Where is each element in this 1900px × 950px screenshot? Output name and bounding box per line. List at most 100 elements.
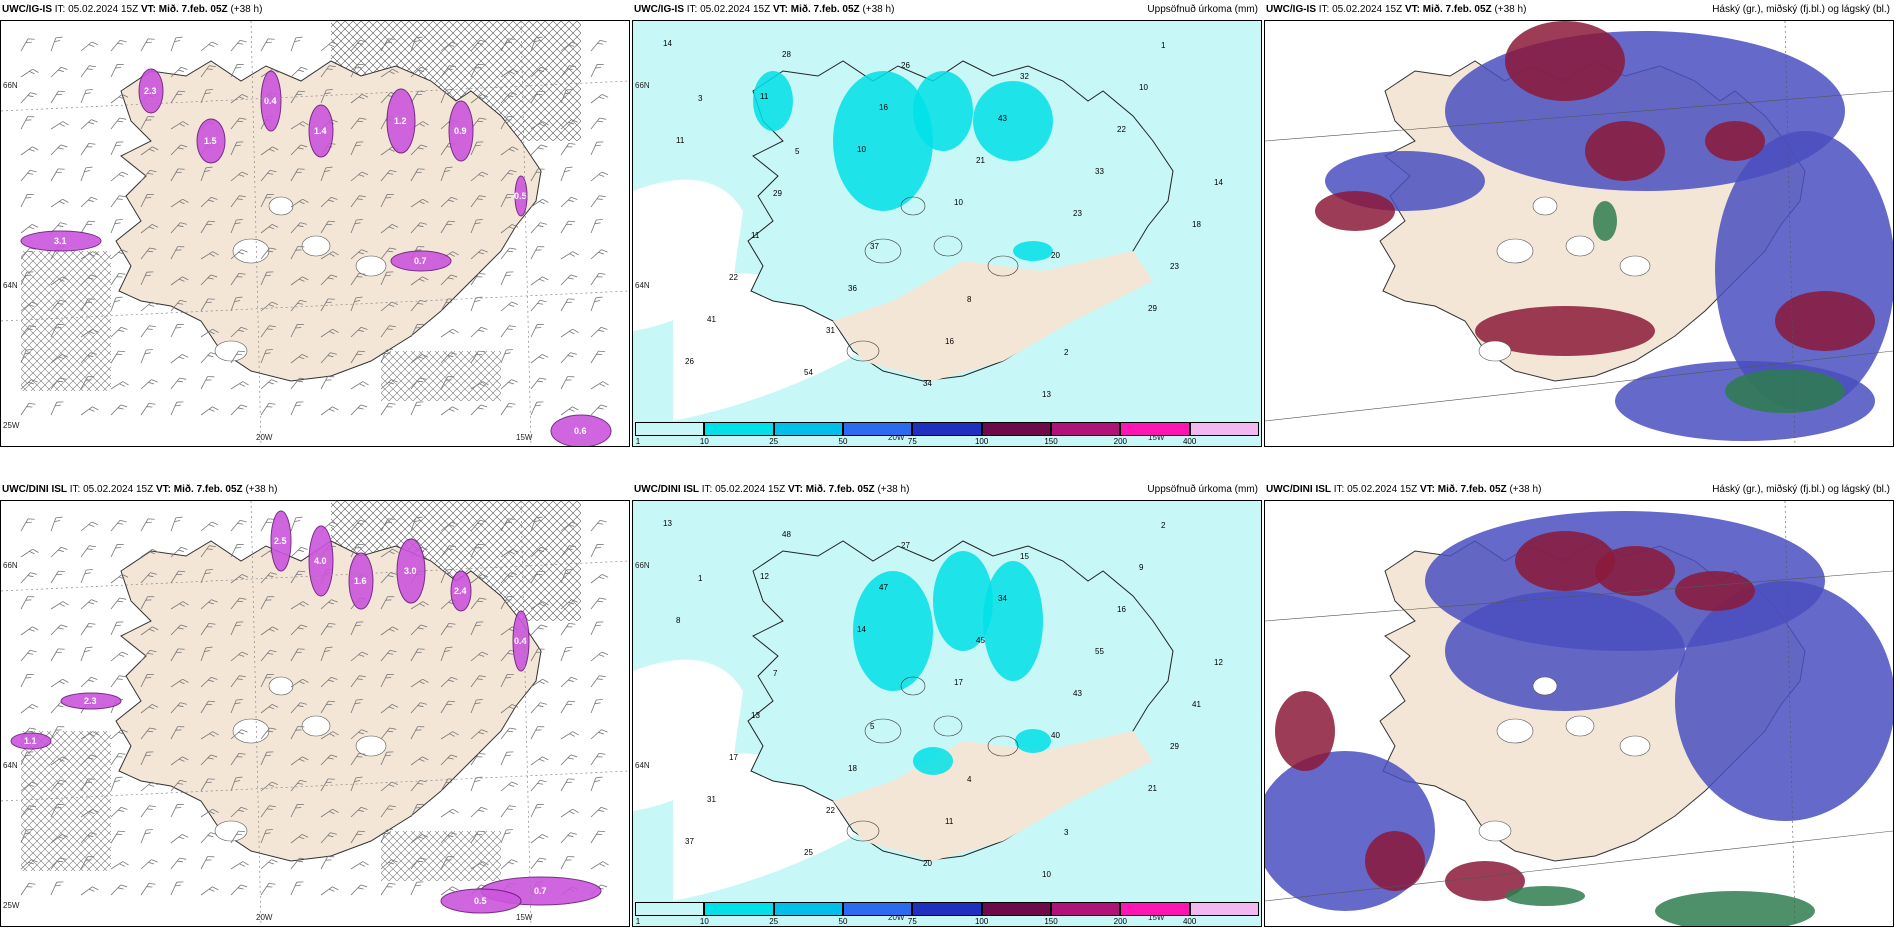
wind-barb <box>230 651 249 662</box>
wind-barb <box>80 778 95 792</box>
wind-map: 2.3 1.5 0.4 1.4 1.2 0.9 3.1 0.7 0.6 0.5 66N 64N 25W 2… <box>0 20 630 447</box>
wind-barb <box>500 727 517 740</box>
precip-map: 14 11 10 10 20 29 26 28 16 21 23 23 41 54 26 43 33 18 22 31… <box>632 20 1262 447</box>
wind-barb <box>530 246 545 260</box>
precip-value: 22 <box>729 273 738 282</box>
wind-barb <box>200 406 219 416</box>
wind-barb <box>440 196 458 208</box>
wind-barb <box>110 776 123 792</box>
wind-barb <box>200 196 218 208</box>
wind-barb <box>50 857 67 870</box>
wind-barb <box>50 66 68 78</box>
wind-barb <box>260 727 277 740</box>
wind-barb <box>530 168 545 182</box>
wind-barb <box>50 168 65 182</box>
wind-barb <box>290 66 308 78</box>
wind-barb <box>380 402 396 416</box>
snow-value: 2.4 <box>454 586 467 596</box>
wind-barb <box>350 39 367 52</box>
wind-barb <box>80 298 95 312</box>
wind-barb <box>170 401 184 416</box>
wind-barb <box>170 323 184 338</box>
snow-value: 4.0 <box>314 556 327 566</box>
wind-barb <box>410 36 423 52</box>
wind-barb <box>140 882 156 896</box>
wind-barb <box>230 272 246 286</box>
wind-barb <box>110 350 126 364</box>
wind-barb <box>230 752 246 766</box>
wind-barb <box>470 519 487 532</box>
mid-cloud <box>1445 591 1685 711</box>
colorbar-label: 75 <box>907 917 917 926</box>
wind-barb <box>380 38 395 52</box>
colorbar: 1 10 25 50 75 100 150 200 400 <box>635 902 1259 926</box>
snow-area <box>450 570 472 612</box>
wind-barb <box>260 781 279 792</box>
precip-value: 43 <box>1073 689 1082 698</box>
wind-barb <box>380 673 394 688</box>
wind-barb <box>440 886 459 896</box>
wind-barb <box>440 778 455 792</box>
glacier <box>1496 718 1534 744</box>
wind-barb <box>290 276 309 286</box>
wind-barb <box>80 89 93 104</box>
precip-area <box>833 71 933 211</box>
high-cloud <box>1585 121 1665 181</box>
precip-value: 43 <box>998 114 1007 123</box>
panel-title: UWC/DINI ISL IT: 05.02.2024 15Z VT: Mið.… <box>0 480 630 500</box>
wind-barb <box>470 272 486 286</box>
precip-value: 22 <box>826 806 835 815</box>
precip-value: 11 <box>945 817 954 826</box>
wind-barb <box>350 806 368 818</box>
wind-barb <box>110 543 124 558</box>
wind-barb <box>530 779 547 792</box>
wind-barb <box>350 219 363 234</box>
wind-barb <box>230 597 247 610</box>
glacier <box>214 820 248 842</box>
colorbar-label: 1 <box>635 437 641 446</box>
wind-barb <box>590 195 606 208</box>
axis-label: 20W <box>256 433 273 442</box>
precip-value: 25 <box>804 848 813 857</box>
panel-cloud-ig: UWC/IG-IS IT: 05.02.2024 15Z VT: Mið. 7.… <box>1264 0 1894 447</box>
wind-barb <box>140 829 153 844</box>
wind-barb <box>410 377 427 390</box>
wind-barb <box>170 144 188 156</box>
wind-barb <box>560 274 578 286</box>
axis-label: 66N <box>635 561 650 570</box>
wind-barb <box>500 859 518 870</box>
wind-barb <box>110 195 126 208</box>
precip-value: 29 <box>1170 742 1179 751</box>
wind-barb <box>290 516 303 532</box>
wind-barb <box>590 141 604 156</box>
wind-barb <box>470 543 484 558</box>
wind-barb <box>50 299 67 312</box>
wind-barb <box>470 729 488 740</box>
wind-barb <box>110 39 127 52</box>
wind-barb <box>110 806 128 818</box>
wind-barb <box>500 572 517 584</box>
snow-area <box>138 68 164 114</box>
colorbar-segment <box>912 902 982 916</box>
wind-barb <box>110 272 126 286</box>
wind-barb <box>500 38 515 52</box>
wind-barb <box>320 352 337 364</box>
wind-barb <box>440 166 453 182</box>
wind-barb <box>230 830 246 844</box>
wind-barb <box>380 518 395 532</box>
wind-barb <box>560 808 579 818</box>
wind-barb <box>590 404 608 416</box>
colorbar: 1 10 25 50 75 100 150 200 400 <box>635 422 1259 446</box>
wind-barb <box>50 121 69 130</box>
wind-barb <box>470 350 486 364</box>
wind-barb <box>560 545 576 558</box>
wind-barb <box>290 601 309 610</box>
wind-barb <box>440 856 455 870</box>
wind-barb <box>590 381 609 390</box>
precip-value: 15 <box>1020 552 1029 561</box>
panel-precip-dini: UWC/DINI ISL IT: 05.02.2024 15Z VT: Mið.… <box>632 480 1262 927</box>
glacier <box>987 735 1019 757</box>
wind-barb <box>500 548 519 558</box>
wind-barb <box>50 276 69 286</box>
wind-barb <box>110 141 124 156</box>
